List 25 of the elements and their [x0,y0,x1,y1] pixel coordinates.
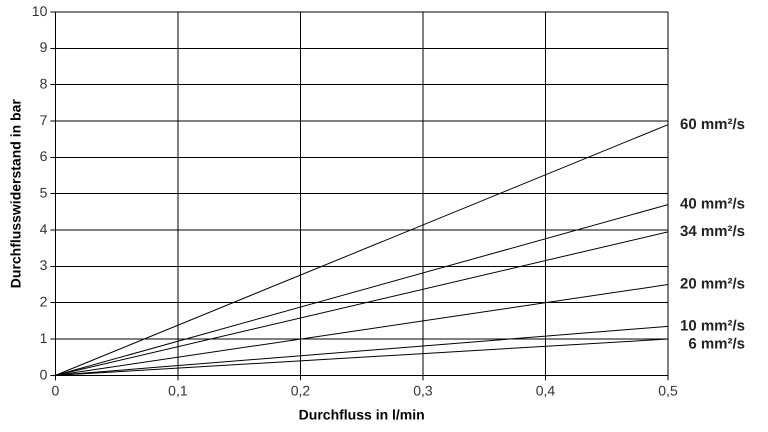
y-tick-label: 4 [40,220,48,237]
x-tick-label: 0,2 [290,382,310,399]
y-tick-label: 8 [40,76,48,92]
x-tick-label: 0,1 [168,382,188,399]
x-tick-label: 0,5 [658,382,678,399]
y-tick-label: 10 [32,2,48,19]
y-tick-label: 7 [40,112,48,128]
series-label: 34 mm²/s [680,223,746,240]
y-tick-label: 3 [40,257,48,274]
x-tick-label: 0,3 [413,382,433,399]
y-tick-label: 5 [40,184,48,201]
series-label: 40 mm²/s [680,196,746,213]
x-axis-title: Durchfluss in l/min [298,406,425,422]
series-label: 6 mm²/s [688,335,746,352]
y-tick-label: 6 [40,148,48,164]
series-label: 10 mm²/s [680,317,746,334]
y-tick-label: 0 [40,366,48,382]
y-tick-label: 9 [40,39,48,56]
y-tick-label: 2 [40,294,48,310]
x-tick-label: 0 [51,382,60,399]
y-axis-title: Durchflusswiderstand in bar [7,98,24,288]
x-tick-label: 0,4 [536,382,556,399]
y-tick-label: 1 [40,330,48,346]
series-label: 20 mm²/s [680,276,746,293]
series-label: 60 mm²/s [680,116,746,133]
